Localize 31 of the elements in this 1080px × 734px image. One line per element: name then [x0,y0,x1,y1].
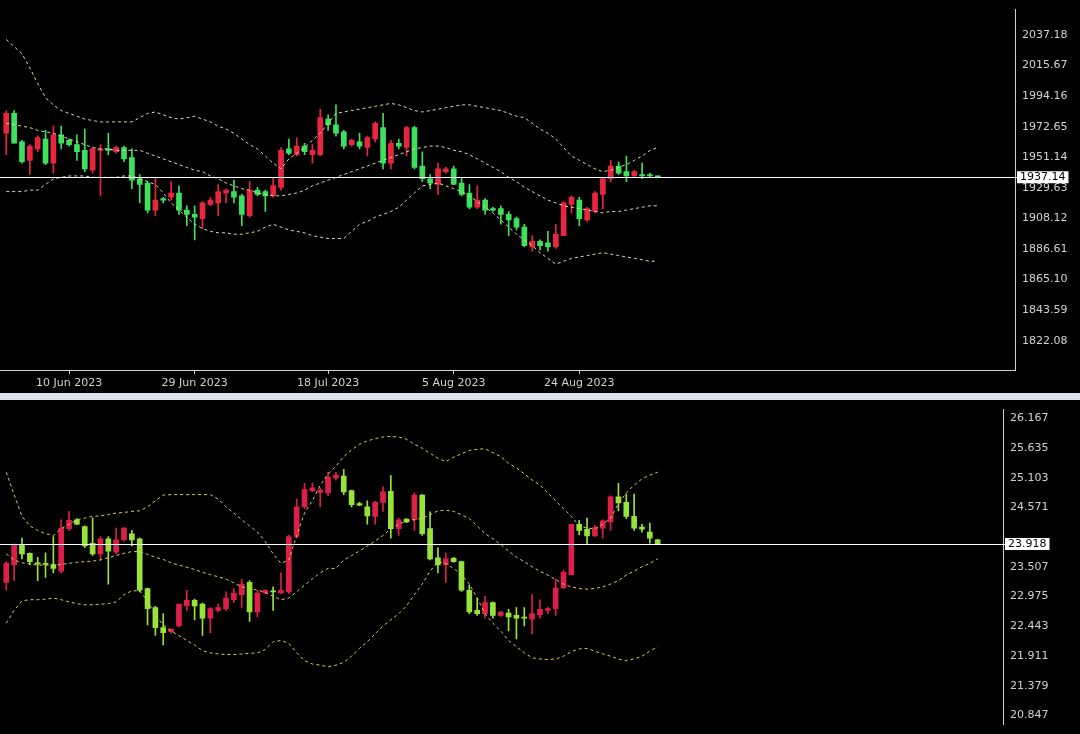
y-tick-label: 23.507 [1010,559,1049,573]
y-tick-label: 26.167 [1010,411,1049,425]
y-tick-label: 1908.12 [1022,211,1068,225]
y-tick-label: 25.103 [1010,470,1049,484]
y-tick-label: 1972.65 [1022,119,1068,133]
y-tick-label: 2037.18 [1022,27,1068,41]
y-tick-label: 21.379 [1010,678,1049,692]
ref-line-label: 1937.14 [1020,170,1066,184]
y-tick-label: 1843.59 [1022,303,1068,317]
y-tick-label: 22.975 [1010,589,1049,603]
y-tick-label: 21.911 [1010,648,1049,662]
y-tick-label: 24.571 [1010,500,1049,514]
ref-line-label: 23.918 [1008,536,1047,550]
candlestick [654,538,661,545]
candlestick [176,603,182,627]
x-tick-label: 29 Jun 2023 [161,376,228,390]
x-tick-label: 10 Jun 2023 [35,376,103,390]
y-tick-label: 1822.08 [1022,333,1068,347]
y-tick-label: 20.847 [1010,708,1049,722]
line-series [5,435,659,564]
x-tick-label: 5 Aug 2023 [421,376,486,390]
y-tick-label: 1865.10 [1022,272,1068,286]
y-tick-label: 2015.67 [1022,58,1068,72]
y-tick-label: 25.635 [1010,440,1049,454]
x-tick-label: 24 Aug 2023 [544,376,615,390]
y-tick-label: 1994.16 [1022,88,1068,102]
y-tick-label: 22.443 [1010,619,1049,633]
y-tick-label: 1951.14 [1022,150,1068,164]
y-tick-label: 1886.61 [1022,241,1068,255]
x-tick-label: 18 Jul 2023 [297,376,360,390]
candlestick [544,606,551,615]
